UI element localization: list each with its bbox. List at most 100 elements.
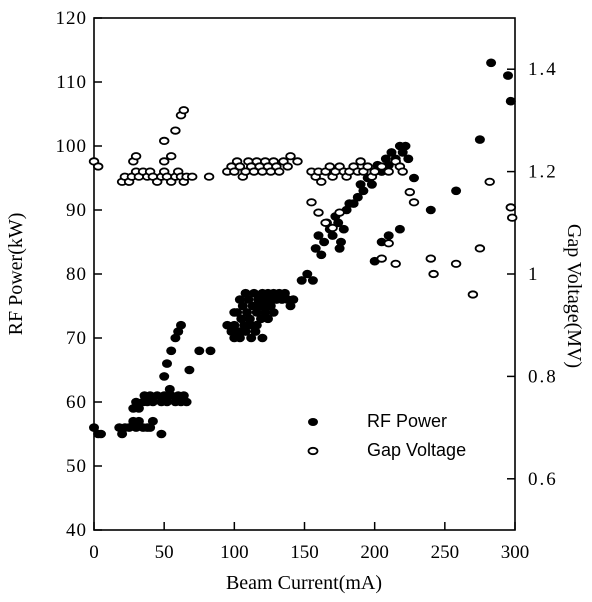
rf-power-point	[503, 71, 513, 80]
gap-voltage-point	[390, 259, 401, 268]
gap-voltage-point	[474, 244, 486, 253]
y-left-tick-label: 70	[66, 328, 87, 349]
rf-power-point	[505, 96, 516, 106]
rf-power-point	[239, 320, 250, 330]
rf-power-point	[250, 327, 261, 336]
x-tick-label: 200	[360, 542, 389, 563]
rf-power-point	[451, 186, 462, 196]
gap-voltage-point	[369, 167, 380, 176]
gap-voltage-point	[324, 162, 336, 171]
gap-voltage-point	[285, 152, 296, 161]
gap-voltage-point	[203, 172, 215, 181]
rf-power-point	[263, 314, 273, 324]
gap-voltage-point	[404, 188, 416, 197]
rf-power-point	[358, 186, 369, 196]
gap-voltage-point	[234, 162, 246, 171]
rf-power-point	[319, 237, 330, 247]
rf-power-point	[181, 397, 192, 407]
gap-voltage-series	[88, 106, 518, 299]
rf-power-point	[205, 346, 216, 356]
gap-voltage-point	[274, 167, 285, 176]
gap-voltage-point	[397, 167, 408, 176]
rf-power-point	[194, 346, 205, 356]
gap-voltage-point	[158, 136, 170, 145]
rf-power-series	[89, 58, 516, 439]
rf-power-point	[176, 320, 186, 330]
gap-voltage-point	[327, 223, 338, 232]
rf-power-point	[247, 301, 258, 311]
rf-power-point	[296, 276, 307, 285]
y-right-tick-label: 1.4	[528, 59, 558, 80]
gap-voltage-point	[165, 152, 177, 161]
x-tick-label: 50	[155, 542, 174, 563]
rf-power-point	[166, 391, 177, 400]
y-right-tick-label: 0.6	[528, 469, 558, 490]
gap-voltage-point	[316, 177, 327, 186]
gap-voltage-point	[313, 208, 324, 217]
gap-voltage-point	[92, 162, 104, 171]
gap-voltage-point	[383, 239, 394, 248]
rf-power-point	[409, 173, 419, 183]
rf-power-point	[156, 429, 167, 439]
gap-voltage-point	[170, 126, 181, 135]
gap-voltage-point	[376, 254, 387, 263]
x-tick-label: 100	[220, 542, 249, 563]
rf-power-point	[336, 237, 346, 247]
rf-power-point	[268, 308, 279, 317]
rf-power-point	[288, 295, 299, 304]
gap-voltage-point	[320, 218, 331, 227]
x-tick-label: 300	[501, 542, 530, 563]
y-right-tick-label: 1.2	[528, 162, 558, 183]
y-left-tick-label: 100	[56, 136, 88, 157]
rf-power-point	[425, 205, 436, 215]
rf-power-point	[316, 250, 327, 260]
y-left-tick-label: 80	[66, 264, 87, 285]
rf-power-point	[257, 333, 268, 343]
rf-power-point	[256, 314, 266, 324]
x-tick-label: 0	[89, 542, 99, 563]
rf-power-point	[264, 295, 275, 304]
legend-label-rf-power: RF Power	[367, 411, 447, 431]
gap-voltage-point	[282, 162, 293, 171]
rf-power-point	[338, 224, 349, 234]
gap-voltage-point	[428, 269, 439, 279]
y-left-tick-label: 110	[56, 72, 87, 93]
gap-voltage-point	[306, 198, 317, 207]
rf-power-point	[229, 308, 240, 317]
rf-power-point	[124, 423, 135, 432]
y-left-axis-ticks: 40 50 60 70 80 90 100 110 120	[56, 8, 102, 541]
rf-power-point	[162, 397, 172, 407]
gap-voltage-point	[355, 157, 366, 166]
rf-power-point	[164, 384, 175, 394]
x-tick-label: 150	[290, 542, 319, 563]
legend-marker-gap-voltage	[307, 446, 319, 456]
gap-voltage-point	[229, 167, 240, 176]
gap-voltage-point	[186, 172, 198, 181]
rf-power-point	[152, 391, 163, 400]
y-right-axis-title: Gap Voltage(MV)	[563, 224, 585, 368]
rf-power-point	[307, 276, 318, 285]
rf-power-point	[348, 199, 359, 208]
gap-voltage-point	[130, 152, 142, 161]
x-axis-ticks: 0 50 100 150 200 250 300	[89, 522, 529, 563]
rf-power-point	[254, 301, 265, 311]
y-right-axis-ticks: 0.6 0.8 1 1.2 1.4	[507, 59, 558, 490]
legend-label-gap-voltage: Gap Voltage	[367, 440, 466, 460]
rf-power-point	[159, 372, 170, 381]
rf-power-point	[366, 180, 377, 189]
rf-power-point	[234, 333, 245, 343]
y-left-tick-label: 60	[66, 392, 87, 413]
rf-power-point	[133, 404, 144, 413]
rf-power-point	[302, 269, 313, 279]
rf-power-point	[352, 192, 363, 202]
gap-voltage-point	[383, 167, 394, 176]
gap-voltage-point	[178, 106, 190, 115]
rf-power-point	[147, 416, 158, 426]
rf-power-point	[383, 231, 394, 240]
gap-voltage-point	[507, 213, 518, 222]
y-left-tick-label: 40	[66, 520, 87, 541]
gap-voltage-point	[484, 177, 495, 186]
gap-voltage-point	[425, 254, 437, 263]
rf-power-point	[474, 135, 485, 144]
